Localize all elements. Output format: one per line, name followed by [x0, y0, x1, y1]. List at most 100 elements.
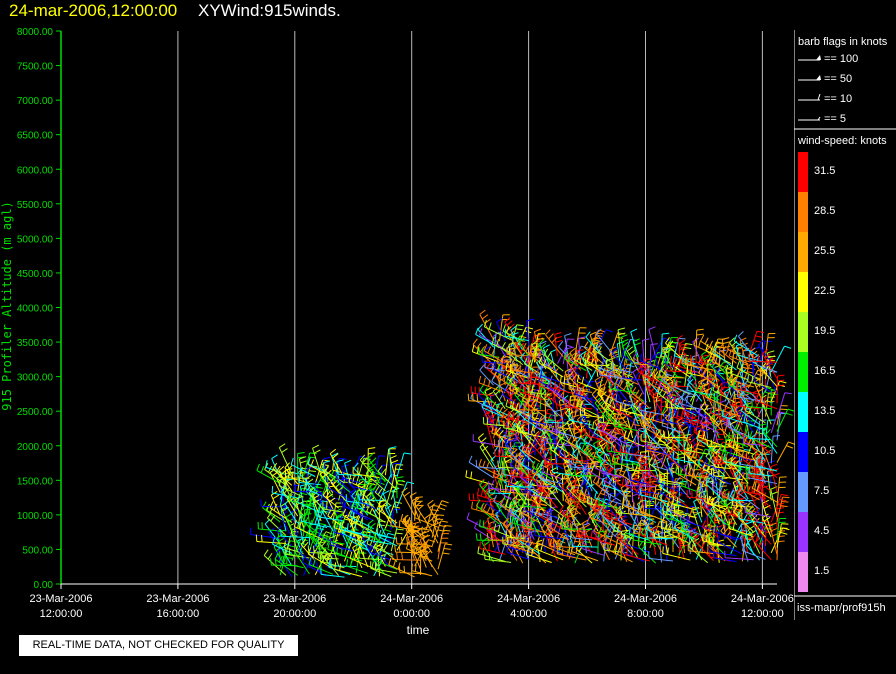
wind-barb — [330, 470, 351, 493]
wind-barb — [362, 488, 380, 516]
y-axis-ticks: 0.00 500.00 1000.00 1500.00 2000.00 2500.00 30… — [17, 27, 61, 591]
wind-barb — [686, 514, 714, 531]
wind-barb — [726, 371, 755, 388]
wind-barb — [700, 416, 720, 434]
wind-barb — [522, 393, 547, 418]
wind-barb — [659, 378, 680, 404]
wind-barb — [271, 485, 298, 499]
wind-barb — [733, 334, 760, 358]
barb-legend-5: == 5 — [824, 113, 847, 125]
wind-barb — [503, 420, 529, 434]
wind-barb — [705, 390, 731, 410]
y-tick-label: 1500.00 — [17, 476, 54, 487]
wind-barb — [621, 348, 645, 372]
wind-barb — [642, 471, 657, 495]
vertical-gridlines — [177, 31, 763, 584]
wind-barb — [609, 381, 639, 394]
wind-barb — [479, 541, 506, 555]
wind-barb — [479, 519, 500, 532]
wind-barb — [741, 543, 766, 560]
speed-color-scale — [798, 152, 808, 592]
wind-barb — [501, 341, 524, 366]
wind-barb — [535, 420, 564, 435]
wind-barb — [727, 493, 754, 502]
wind-barb — [340, 522, 368, 537]
wind-barb — [269, 501, 293, 523]
speed-swatch — [798, 352, 808, 392]
speed-swatch — [798, 232, 808, 272]
wind-barb — [533, 328, 544, 357]
wind-barb — [570, 530, 593, 541]
wind-barb — [518, 402, 546, 412]
wind-barb — [510, 325, 524, 351]
wind-barb — [493, 449, 517, 458]
wind-barb — [540, 389, 558, 417]
wind-barb — [638, 541, 657, 564]
wind-barb — [482, 503, 506, 526]
wind-barb — [478, 347, 500, 358]
wind-barb — [529, 369, 552, 381]
wind-barb — [396, 452, 411, 477]
wind-barb — [648, 551, 674, 562]
x-tick-label-date: 24-Mar-2006 — [497, 593, 560, 605]
wind-barb — [507, 537, 535, 554]
quality-notice: REAL-TIME DATA, NOT CHECKED FOR QUALITY — [19, 635, 298, 656]
wind-barb — [581, 541, 604, 556]
wind-barb — [609, 429, 633, 448]
speed-swatch — [798, 272, 808, 312]
wind-barb — [493, 439, 517, 450]
wind-barb — [640, 433, 668, 447]
wind-barb — [706, 496, 737, 509]
wind-barb — [542, 344, 553, 373]
wind-barb — [738, 511, 766, 524]
wind-barb — [729, 489, 755, 515]
wind-barb — [736, 360, 760, 381]
wind-barb — [601, 483, 622, 502]
wind-barb — [297, 495, 322, 514]
wind-barb — [548, 539, 575, 549]
wind-barb — [486, 497, 506, 518]
wind-barb — [481, 400, 506, 419]
wind-barb — [738, 456, 766, 470]
wind-barb — [517, 333, 530, 357]
wind-barb — [491, 374, 512, 395]
wind-barb — [569, 468, 598, 477]
wind-barb — [556, 547, 587, 561]
wind-barb — [721, 337, 731, 364]
wind-barb — [561, 521, 593, 531]
x-axis-ticks: 23-Mar-2006 12:00:00 23-Mar-2006 16:00:00 23… — [30, 584, 794, 620]
wind-barb — [505, 479, 535, 488]
wind-barb — [637, 483, 662, 495]
wind-barb — [317, 528, 339, 547]
wind-barb — [776, 530, 786, 561]
wind-barb — [505, 499, 529, 517]
wind-barb — [482, 416, 506, 427]
wind-barb — [368, 482, 380, 506]
wind-barb — [298, 475, 322, 486]
wind-barb — [603, 468, 622, 494]
wind-barb — [367, 447, 376, 478]
wind-barb — [611, 454, 639, 472]
wind-barb — [698, 366, 720, 388]
wind-barb — [512, 494, 530, 525]
wind-barb — [508, 382, 529, 402]
wind-barb — [593, 524, 622, 546]
wind-barb — [509, 507, 535, 526]
wind-barb — [770, 435, 781, 464]
wind-barb — [390, 462, 401, 486]
legend-panel: barb flags in knots == 100 == 50 == 10 =… — [794, 30, 896, 620]
wind-barb — [736, 347, 766, 363]
y-tick-label: 3500.00 — [17, 338, 54, 349]
wind-barb — [662, 430, 691, 439]
wind-barb — [314, 510, 330, 532]
wind-barb — [611, 361, 633, 373]
wind-barb — [545, 389, 564, 410]
wind-barb — [580, 405, 593, 433]
wind-barb — [755, 455, 766, 484]
wind-barb — [656, 475, 685, 495]
wind-barb — [579, 407, 604, 419]
wind-barb — [652, 490, 674, 508]
wind-barb — [534, 528, 564, 540]
wind-barb — [597, 422, 622, 442]
speed-label: 19.5 — [814, 325, 836, 337]
